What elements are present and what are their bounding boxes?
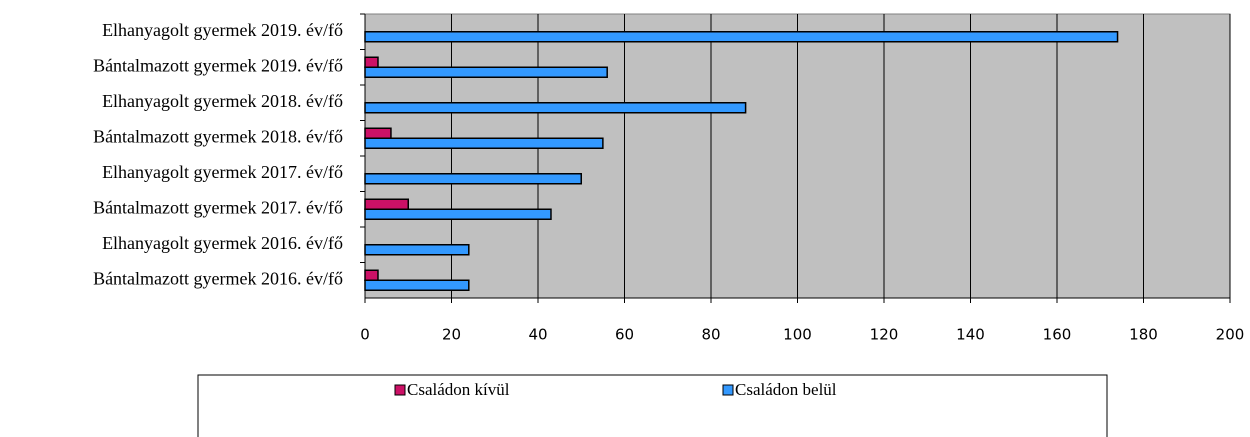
- x-tick-label: 100: [783, 326, 812, 344]
- y-tick-label: Elhanyagolt gyermek 2017. év/fő: [102, 162, 343, 182]
- bar: [364, 279, 470, 291]
- legend-label: Családon kívül: [407, 380, 510, 399]
- bar: [364, 137, 604, 149]
- x-tick-label: 80: [701, 326, 720, 344]
- y-tick-label: Bántalmazott gyermek 2019. év/fő: [93, 55, 343, 75]
- legend-swatch: [722, 384, 734, 396]
- x-tick-label: 0: [360, 326, 370, 344]
- bar: [364, 208, 552, 220]
- bar: [364, 127, 392, 139]
- x-tick-label: 40: [528, 326, 547, 344]
- x-tick-label: 180: [1129, 326, 1158, 344]
- legend-swatch: [394, 384, 406, 396]
- y-tick-label: Bántalmazott gyermek 2016. év/fő: [93, 268, 343, 288]
- bar: [364, 173, 582, 185]
- x-tick-label: 20: [442, 326, 461, 344]
- legend-box: [197, 374, 1108, 437]
- bar: [364, 56, 379, 68]
- y-tick-label: Elhanyagolt gyermek 2016. év/fő: [102, 233, 343, 253]
- legend-label: Családon belül: [735, 380, 837, 399]
- x-tick-label: 60: [615, 326, 634, 344]
- bar: [364, 66, 608, 78]
- y-tick-label: Bántalmazott gyermek 2017. év/fő: [93, 197, 343, 217]
- y-tick-label: Bántalmazott gyermek 2018. év/fő: [93, 126, 343, 146]
- y-tick-label: Elhanyagolt gyermek 2018. év/fő: [102, 91, 343, 111]
- x-tick-label: 120: [870, 326, 899, 344]
- x-tick-label: 140: [956, 326, 985, 344]
- bar: [364, 244, 470, 256]
- bar: [364, 269, 379, 281]
- bar: [364, 102, 747, 114]
- y-tick-label: Elhanyagolt gyermek 2019. év/fő: [102, 20, 343, 40]
- x-tick-label: 160: [1043, 326, 1072, 344]
- bar: [364, 31, 1119, 43]
- bar: [364, 198, 409, 210]
- x-tick-label: 200: [1216, 326, 1245, 344]
